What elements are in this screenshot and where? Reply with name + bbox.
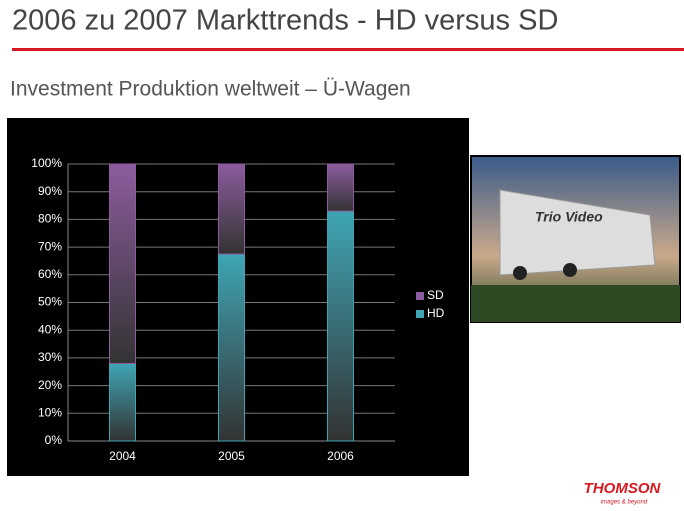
y-tick-label: 70% xyxy=(38,239,62,253)
legend-swatch xyxy=(416,292,424,300)
x-tick-label: 2004 xyxy=(109,449,136,463)
y-tick-label: 50% xyxy=(38,295,62,309)
y-tick-label: 60% xyxy=(38,267,62,281)
slide-subtitle: Investment Produktion weltweit – Ü-Wagen xyxy=(10,78,411,101)
x-tick-label: 2005 xyxy=(218,449,245,463)
logo: THOMSON xyxy=(584,480,662,497)
photo-grass xyxy=(471,285,680,322)
legend-swatch xyxy=(416,310,424,318)
y-tick-label: 80% xyxy=(38,212,62,226)
legend-label: SD xyxy=(427,288,444,302)
y-tick-label: 10% xyxy=(38,405,62,419)
slide-title: 2006 zu 2007 Markttrends - HD versus SD xyxy=(12,5,558,37)
y-tick-label: 100% xyxy=(31,156,62,170)
photo: Trio Video xyxy=(470,155,681,323)
bar-segment xyxy=(109,163,136,364)
bar-segment xyxy=(327,163,354,212)
photo-truck xyxy=(499,189,656,276)
y-tick-label: 40% xyxy=(38,322,62,336)
bar-segment xyxy=(218,163,245,255)
bar-segment xyxy=(109,362,136,442)
title-rule xyxy=(12,48,684,51)
y-tick-label: 20% xyxy=(38,378,62,392)
photo-text: Trio Video xyxy=(535,209,603,225)
photo-wheel xyxy=(563,263,577,277)
y-tick-label: 0% xyxy=(45,433,63,447)
photo-wheel xyxy=(513,266,527,280)
x-tick-label: 2006 xyxy=(327,449,354,463)
legend-label: HD xyxy=(427,306,445,320)
y-tick-label: 90% xyxy=(38,184,62,198)
y-tick-label: 30% xyxy=(38,350,62,364)
logo-tagline: images & beyond xyxy=(601,500,648,506)
bar-segment xyxy=(327,210,354,442)
bar-segment xyxy=(218,253,245,442)
